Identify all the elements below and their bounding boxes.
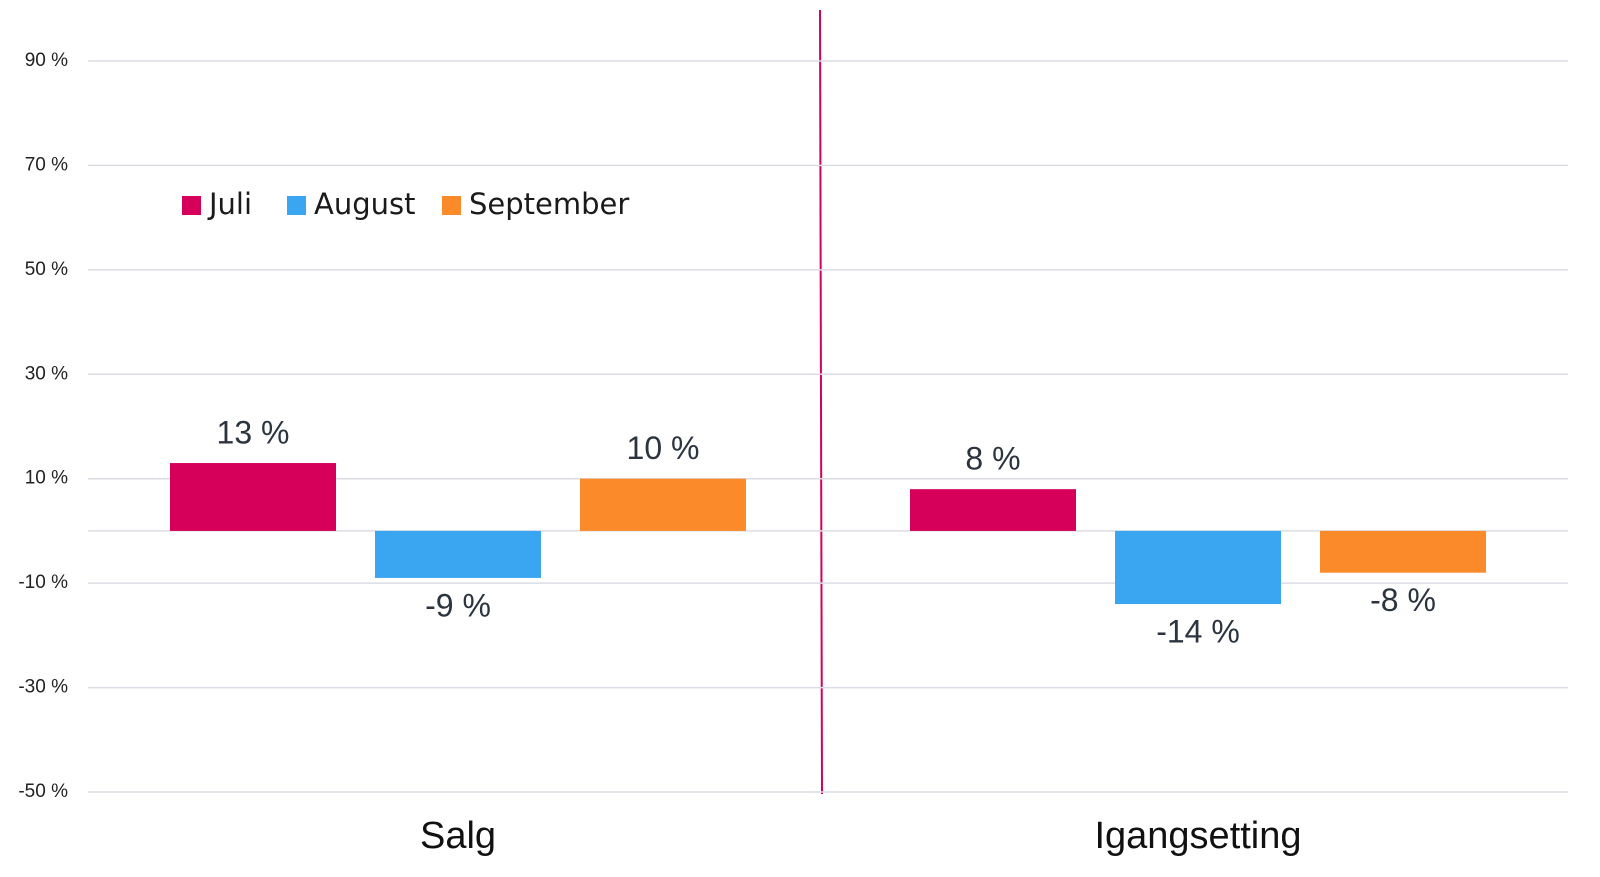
value-label: 8 % (965, 441, 1020, 477)
legend-label: September (469, 187, 629, 221)
y-tick-label: 50 % (25, 259, 68, 280)
x-tick-label: Salg (420, 815, 496, 857)
legend-label: August (314, 187, 416, 221)
legend-swatch (182, 196, 201, 215)
legend-swatch (287, 196, 306, 215)
legend-swatch (442, 196, 461, 215)
y-tick-label: -10 % (18, 572, 68, 593)
x-tick-label: Igangsetting (1094, 815, 1301, 857)
value-label: -8 % (1370, 582, 1436, 618)
bar (170, 463, 336, 531)
separator (819, 9, 823, 795)
legend-label: Juli (207, 187, 252, 221)
bar (375, 530, 541, 578)
y-tick-label: 70 % (25, 154, 68, 175)
y-tick-label: 30 % (25, 363, 68, 384)
y-tick-label: 10 % (25, 468, 68, 489)
value-label: 10 % (627, 430, 700, 466)
bar (580, 478, 746, 531)
y-tick-label: -50 % (18, 781, 68, 802)
value-label: 13 % (217, 415, 290, 451)
bar (1115, 530, 1281, 605)
value-label: -9 % (425, 587, 491, 623)
value-label: -14 % (1156, 613, 1240, 649)
y-tick-label: 90 % (25, 50, 68, 71)
bar (1320, 530, 1486, 573)
y-tick-label: -30 % (18, 677, 68, 698)
bar (910, 489, 1076, 531)
